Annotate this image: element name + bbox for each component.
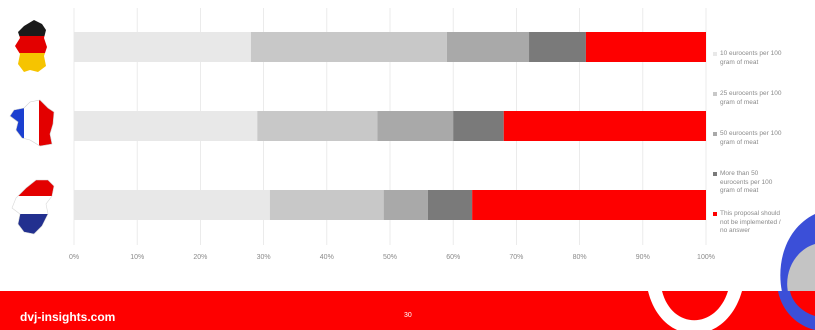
footer-bar: dvj-insights.com 30 bbox=[0, 291, 815, 330]
legend-label-line: no answer bbox=[720, 227, 750, 234]
bar-segment-france-1 bbox=[74, 111, 258, 141]
legend-label: 10 eurocents per 100 gram of meat bbox=[720, 50, 781, 67]
bar-segment-germany-4 bbox=[529, 32, 586, 62]
bar-segment-germany-5 bbox=[585, 32, 706, 62]
legend-item: More than 50 eurocents per 100 gram of mea… bbox=[713, 170, 805, 210]
bar-segment-germany-2 bbox=[250, 32, 447, 62]
footer-website[interactable]: dvj-insights.com bbox=[20, 310, 116, 324]
legend-label-line: 25 eurocents per 100 bbox=[720, 90, 782, 97]
x-tick-label: 0% bbox=[69, 254, 79, 261]
chart-legend: 10 eurocents per 100 gram of meat 25 euroc… bbox=[713, 50, 805, 250]
x-tick-label: 50% bbox=[383, 254, 397, 261]
legend-swatch bbox=[713, 172, 717, 176]
legend-label-line: More than 50 bbox=[720, 170, 759, 177]
bar-segment-france-4 bbox=[453, 111, 504, 141]
x-tick-label: 40% bbox=[320, 254, 334, 261]
legend-label-line: eurocents per 100 bbox=[720, 178, 773, 186]
legend-label: This proposal should not be implemented /… bbox=[720, 210, 781, 236]
bar-segment-france-3 bbox=[377, 111, 454, 141]
x-tick-label: 70% bbox=[509, 254, 523, 261]
legend-swatch bbox=[713, 92, 717, 96]
legend-item: 50 eurocents per 100 gram of meat bbox=[713, 130, 805, 170]
x-tick-label: 80% bbox=[573, 254, 587, 261]
legend-label-line: gram of meat bbox=[720, 138, 759, 146]
x-tick-label: 30% bbox=[257, 254, 271, 261]
x-tick-label: 60% bbox=[446, 254, 460, 261]
bar-segment-france-2 bbox=[257, 111, 378, 141]
legend-label-line: gram of meat bbox=[720, 187, 759, 194]
legend-label-line: not be implemented / bbox=[720, 218, 781, 226]
legend-label-line: This proposal should bbox=[720, 210, 780, 217]
bar-segment-netherlands-3 bbox=[383, 190, 428, 220]
bars bbox=[74, 32, 706, 220]
x-axis-ticks: 0% 10% 20% 30% 40% 50% 60% 70% 80% 90% 100% bbox=[69, 254, 715, 261]
bar-segment-germany-1 bbox=[74, 32, 251, 62]
bar-segment-netherlands-4 bbox=[427, 190, 473, 220]
germany-flag-map-icon bbox=[15, 20, 47, 72]
netherlands-flag-map-icon bbox=[11, 179, 55, 235]
legend-label: 25 eurocents per 100 gram of meat bbox=[720, 90, 781, 107]
page-number: 30 bbox=[404, 312, 412, 319]
legend-label-line: gram of meat bbox=[720, 98, 759, 106]
legend-label: More than 50 eurocents per 100 gram of mea… bbox=[720, 170, 772, 196]
legend-item: 25 eurocents per 100 gram of meat bbox=[713, 90, 805, 130]
legend-item: 10 eurocents per 100 gram of meat bbox=[713, 50, 805, 90]
bar-segment-france-5 bbox=[503, 111, 706, 141]
bar-segment-germany-3 bbox=[446, 32, 530, 62]
legend-item: This proposal should not be implemented /… bbox=[713, 210, 805, 250]
legend-label-line: gram of meat bbox=[720, 58, 759, 66]
france-flag-map-icon bbox=[9, 99, 55, 147]
legend-label-line: 50 eurocents per 100 bbox=[720, 130, 782, 137]
legend-swatch bbox=[713, 212, 717, 216]
legend-label-line: 10 eurocents per 100 bbox=[720, 50, 782, 57]
stacked-bar-chart: 0% 10% 20% 30% 40% 50% 60% 70% 80% 90% 100% bbox=[9, 8, 715, 261]
legend-swatch bbox=[713, 52, 717, 56]
x-tick-label: 90% bbox=[636, 254, 650, 261]
bar-segment-netherlands-1 bbox=[74, 190, 270, 220]
legend-swatch bbox=[713, 132, 717, 136]
x-tick-label: 20% bbox=[193, 254, 207, 261]
x-tick-label: 10% bbox=[130, 254, 144, 261]
bar-segment-netherlands-5 bbox=[472, 190, 706, 220]
bar-segment-netherlands-2 bbox=[269, 190, 384, 220]
legend-label: 50 eurocents per 100 gram of meat bbox=[720, 130, 781, 147]
x-tick-label: 100% bbox=[697, 254, 715, 261]
